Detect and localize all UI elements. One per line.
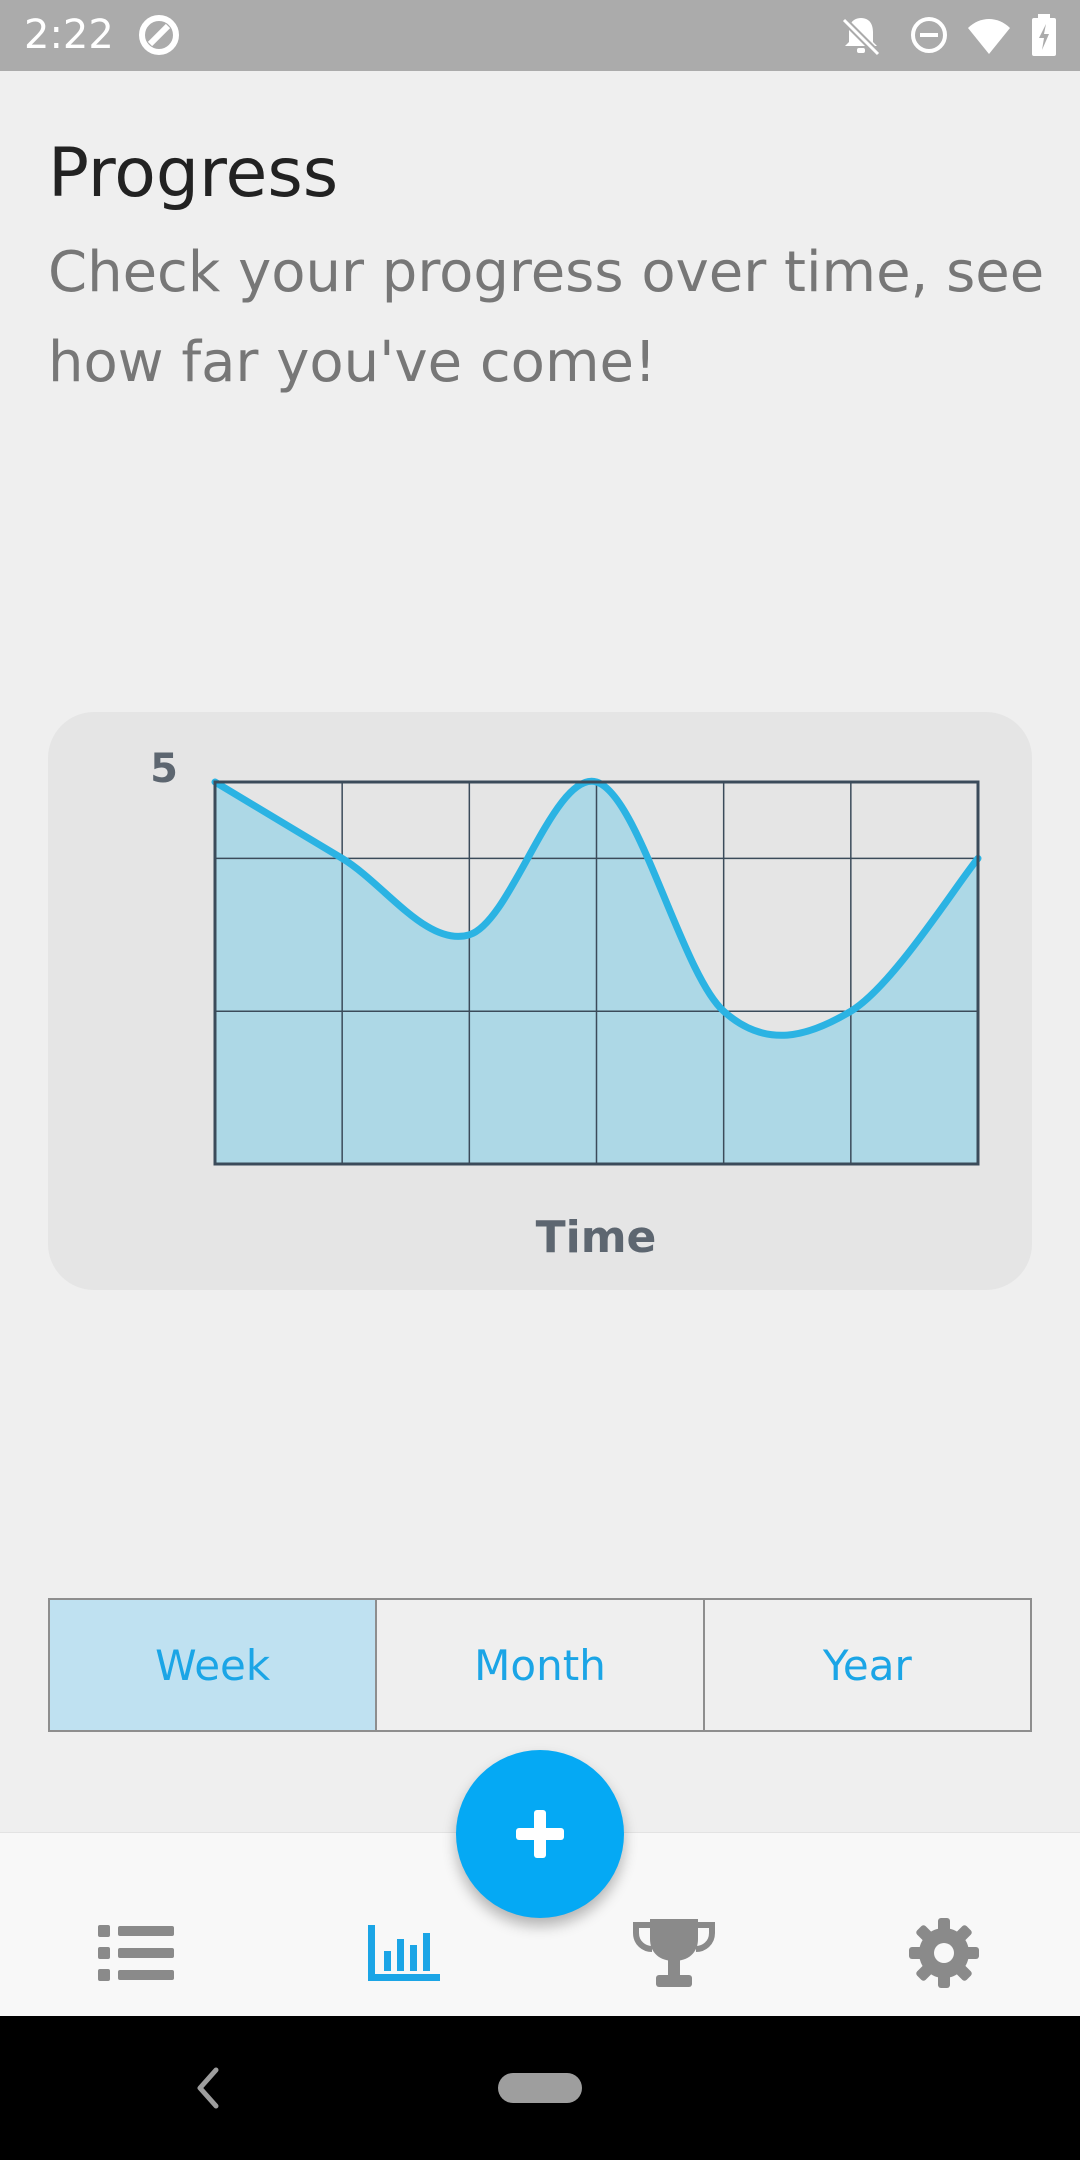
x-axis-label: Time <box>536 1212 657 1263</box>
page-subtitle: Check your progress over time, see how f… <box>48 240 1045 395</box>
add-icon <box>516 1810 564 1858</box>
add-entry-button[interactable] <box>456 1750 624 1918</box>
battery-charging-icon <box>1032 14 1056 56</box>
chart-icon <box>368 1925 440 1981</box>
status-time: 2:22 <box>24 12 114 58</box>
nav-settings-button[interactable] <box>836 1833 1052 2017</box>
wifi-icon <box>968 19 1010 54</box>
year-button[interactable]: Year <box>704 1600 1030 1730</box>
nav-achievements-button[interactable] <box>566 1833 782 2017</box>
back-icon[interactable] <box>186 2060 226 2116</box>
do-not-disturb-icon <box>911 17 947 53</box>
chart-plot-border <box>213 780 980 1166</box>
nav-list-button[interactable] <box>28 1833 244 2017</box>
week-button[interactable]: Week <box>50 1600 378 1730</box>
trophy-icon <box>633 1919 715 1987</box>
sync-icon <box>139 15 179 55</box>
nav-progress-button[interactable] <box>296 1833 512 2017</box>
y-tick-label: 5 <box>150 746 178 792</box>
list-icon <box>98 1925 174 1981</box>
page-title: Progress <box>48 134 339 213</box>
progress-chart: 5 Time <box>150 746 982 1263</box>
home-button[interactable] <box>498 2073 582 2103</box>
range-selector: Week Month Year <box>48 1598 1032 1732</box>
settings-icon <box>909 1918 979 1988</box>
progress-chart-card: 5 Time <box>48 712 1032 1290</box>
status-bar: 2:22 <box>0 0 1080 71</box>
notifications-off-icon <box>841 17 881 57</box>
month-button[interactable]: Month <box>377 1600 705 1730</box>
